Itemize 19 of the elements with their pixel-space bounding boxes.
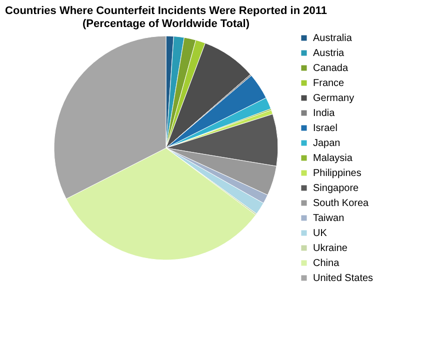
legend-label: France (313, 78, 345, 89)
legend-label: Taiwan (313, 213, 344, 224)
legend-label: Israel (313, 123, 338, 134)
text: Countries Where Counterfeit Incidents Were Reported in 2011 (5, 5, 327, 17)
legend-label: South Korea (313, 198, 370, 209)
legend-label: Singapore (313, 183, 360, 194)
text: (Percentage of Worldwide Total) (82, 18, 250, 30)
legend-label: Malaysia (313, 153, 353, 164)
legend-label: UK (313, 228, 328, 239)
legend-label: Australia (313, 33, 352, 44)
legend-label: Japan (313, 138, 340, 149)
legend-label: Austria (313, 48, 345, 59)
legend-label: United States (313, 273, 374, 284)
legend-label: China (313, 258, 340, 269)
legend-label: Canada (313, 63, 348, 74)
legend-label: Ukraine (313, 243, 348, 254)
legend-label: Philippines (313, 168, 362, 179)
legend-label: India (313, 108, 336, 119)
legend-label: Germany (313, 93, 354, 104)
